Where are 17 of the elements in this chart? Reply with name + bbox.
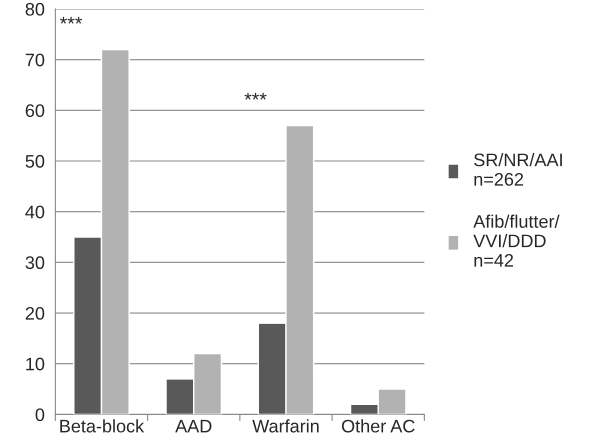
legend-label: SR/NR/AAI n=262: [474, 153, 562, 186]
y-tick-label: 50: [26, 154, 44, 168]
y-tick-label: 80: [26, 2, 44, 16]
annotation: ***: [60, 16, 82, 24]
x-tick-label: Other AC: [342, 419, 415, 433]
x-tick-label: Warfarin: [252, 419, 319, 433]
legend-label: Afib/flutter/ VVI/DDD n=42: [473, 214, 560, 267]
y-tick-label: 0: [36, 408, 44, 422]
x-tick-label: AAD: [175, 420, 212, 432]
x-tick-label: Beta-block: [60, 419, 144, 433]
y-tick-label: 40: [25, 206, 44, 218]
y-tick-label: 70: [26, 54, 44, 66]
y-tick-label: 60: [26, 104, 44, 118]
y-tick-label: 20: [26, 306, 44, 320]
y-tick-label: 10: [26, 358, 44, 370]
y-tick-label: 30: [26, 256, 44, 270]
annotation: ***: [244, 92, 267, 100]
